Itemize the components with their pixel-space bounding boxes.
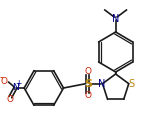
Text: S: S [84, 79, 92, 89]
Text: N: N [12, 84, 19, 92]
Text: S: S [129, 79, 135, 89]
Text: O: O [7, 95, 14, 105]
Text: O: O [84, 67, 91, 76]
Text: N: N [98, 79, 105, 89]
Text: -: - [0, 72, 3, 82]
Text: O: O [1, 76, 8, 86]
Text: +: + [16, 80, 22, 88]
Text: O: O [84, 91, 91, 100]
Text: N: N [112, 14, 119, 24]
